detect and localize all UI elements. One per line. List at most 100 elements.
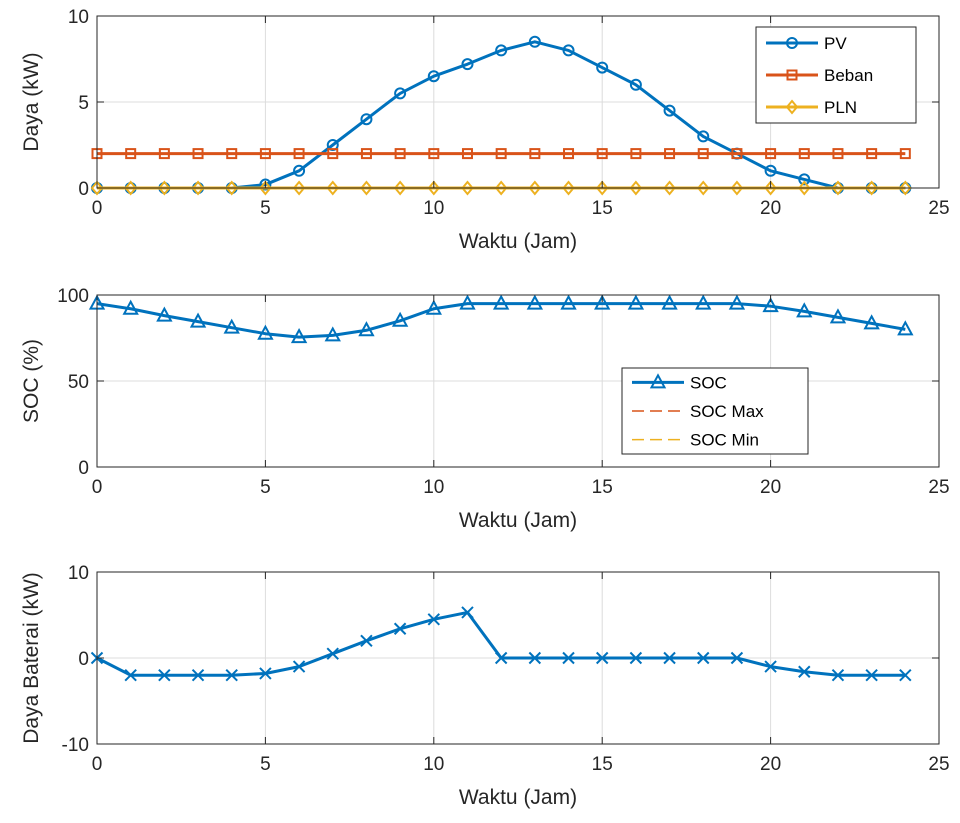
data-point bbox=[595, 180, 609, 196]
data-point bbox=[259, 667, 272, 680]
series-line-soc bbox=[96, 302, 906, 339]
y-tick-label: 10 bbox=[68, 7, 89, 28]
data-point bbox=[122, 299, 139, 315]
x-tick-label: 5 bbox=[260, 198, 271, 219]
x-tick-label: 20 bbox=[760, 198, 781, 219]
data-point bbox=[562, 180, 575, 196]
x-tick-label: 0 bbox=[92, 198, 103, 219]
data-point bbox=[661, 294, 678, 310]
y-tick-label: 0 bbox=[78, 649, 89, 670]
x-axis-label: Waktu (Jam) bbox=[459, 509, 577, 532]
data-point bbox=[492, 294, 510, 310]
x-tick-label: 25 bbox=[928, 198, 949, 219]
data-point bbox=[863, 314, 880, 330]
data-point bbox=[663, 104, 676, 117]
data-point bbox=[562, 44, 575, 57]
data-point bbox=[393, 622, 407, 635]
data-point bbox=[797, 180, 811, 196]
x-tick-label: 20 bbox=[760, 754, 781, 775]
data-point bbox=[225, 668, 238, 682]
y-axis-label: SOC (%) bbox=[20, 339, 43, 423]
x-tick-label: 15 bbox=[592, 754, 613, 775]
data-point bbox=[425, 299, 442, 315]
data-point bbox=[899, 668, 912, 682]
data-point bbox=[765, 148, 777, 160]
legend-label: Beban bbox=[824, 66, 873, 85]
data-point bbox=[394, 87, 407, 100]
legend-label: PLN bbox=[824, 98, 857, 117]
data-point bbox=[495, 44, 508, 57]
data-point bbox=[461, 58, 474, 71]
data-point bbox=[360, 148, 372, 160]
data-point bbox=[798, 173, 811, 186]
data-point bbox=[225, 180, 239, 196]
x-tick-label: 20 bbox=[760, 477, 781, 498]
x-tick-label: 10 bbox=[423, 754, 444, 775]
legend: SOC SOC Max SOC Min bbox=[621, 367, 809, 455]
x-tick-label: 25 bbox=[928, 754, 949, 775]
data-point bbox=[326, 180, 340, 196]
legend-marker bbox=[786, 37, 798, 49]
data-point bbox=[293, 148, 305, 160]
data-point bbox=[427, 613, 441, 626]
data-point bbox=[831, 668, 845, 682]
data-point bbox=[358, 321, 375, 337]
data-point bbox=[327, 148, 339, 160]
data-point bbox=[293, 164, 306, 177]
data-point bbox=[259, 148, 271, 160]
data-point bbox=[124, 180, 137, 196]
x-tick-label: 15 bbox=[592, 477, 613, 498]
data-point bbox=[831, 180, 845, 196]
data-point bbox=[731, 148, 743, 160]
data-point bbox=[594, 294, 611, 310]
data-point bbox=[764, 180, 777, 196]
x-tick-label: 5 bbox=[260, 477, 271, 498]
data-point bbox=[529, 148, 541, 160]
data-point bbox=[158, 668, 171, 682]
data-point bbox=[798, 148, 810, 160]
data-point bbox=[360, 180, 373, 196]
data-point bbox=[292, 660, 306, 673]
data-point bbox=[829, 308, 847, 324]
data-point bbox=[360, 634, 373, 648]
data-point bbox=[292, 180, 306, 196]
data-point bbox=[90, 180, 104, 196]
data-point bbox=[360, 113, 373, 126]
data-point bbox=[596, 61, 609, 74]
y-tick-label: 50 bbox=[68, 372, 89, 393]
data-point bbox=[494, 180, 508, 196]
legend-label: SOC Min bbox=[690, 431, 759, 450]
data-point bbox=[189, 312, 207, 328]
y-axis-label: Daya Baterai (kW) bbox=[20, 572, 43, 744]
y-tick-label: 100 bbox=[57, 286, 89, 307]
y-tick-label: 0 bbox=[78, 179, 89, 200]
data-point bbox=[728, 294, 746, 310]
data-point bbox=[563, 148, 575, 160]
data-point bbox=[663, 651, 676, 665]
y-axis-label: Daya (kW) bbox=[20, 52, 43, 151]
data-point bbox=[495, 148, 507, 160]
subplot-power: 0 5 10 15 20 25 0 5 10 Waktu (Jam) Daya (kW) PV Beba… bbox=[20, 7, 950, 253]
data-point bbox=[125, 148, 137, 160]
data-point bbox=[259, 178, 272, 191]
data-point bbox=[663, 180, 676, 196]
data-point bbox=[897, 320, 914, 336]
data-point bbox=[326, 647, 339, 660]
data-point bbox=[192, 148, 204, 160]
data-point bbox=[865, 180, 878, 196]
data-point bbox=[226, 148, 238, 160]
data-point bbox=[697, 130, 710, 143]
data-point bbox=[528, 35, 541, 48]
y-tick-label: 5 bbox=[78, 93, 89, 114]
data-point bbox=[664, 148, 676, 160]
x-tick-label: 10 bbox=[423, 198, 444, 219]
data-point bbox=[528, 180, 542, 196]
x-tick-label: 10 bbox=[423, 477, 444, 498]
legend-marker bbox=[649, 373, 667, 389]
data-point bbox=[158, 148, 170, 160]
data-point bbox=[596, 148, 608, 160]
legend-label: SOC bbox=[690, 373, 727, 392]
data-point bbox=[730, 651, 744, 665]
data-point bbox=[865, 668, 878, 682]
